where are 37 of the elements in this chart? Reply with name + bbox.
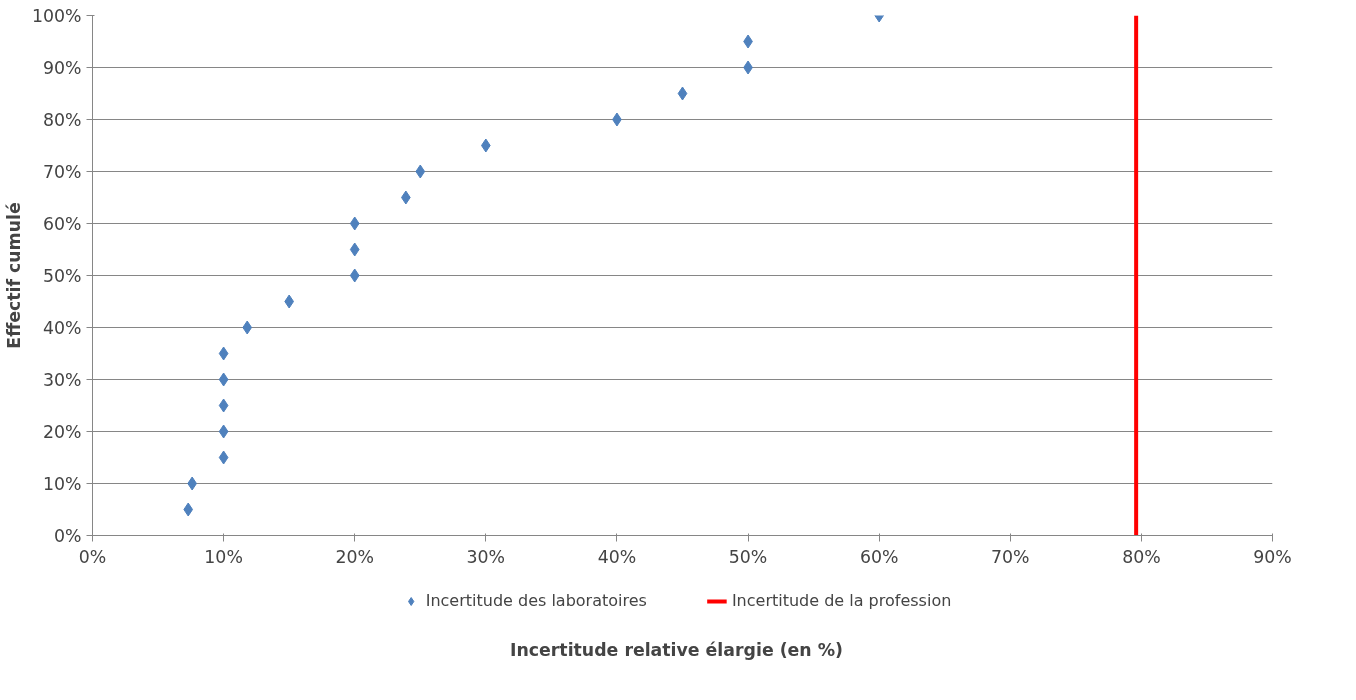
- x-tick-label: 10%: [204, 546, 243, 567]
- point: [218, 398, 229, 413]
- x-tick-label: 80%: [1122, 546, 1161, 567]
- x-tick-label: 50%: [728, 546, 768, 567]
- y-tick-label: 90%: [42, 57, 82, 78]
- x-tick-label: 30%: [466, 546, 506, 567]
- point: [183, 502, 194, 517]
- y-tick-label: 50%: [42, 265, 82, 286]
- y-tick-label: 0%: [54, 525, 82, 546]
- y-tick-label: 40%: [42, 317, 82, 338]
- y-tick-label: 80%: [42, 109, 82, 130]
- x-tick-label: 60%: [859, 546, 899, 567]
- point: [677, 86, 688, 101]
- legend-label: Incertitude de la profession: [731, 591, 952, 610]
- x-tick-label: 70%: [991, 546, 1030, 567]
- y-tick-label: 30%: [42, 369, 82, 390]
- x-axis-title: Incertitude relative élargie (en %): [510, 639, 843, 660]
- point: [349, 268, 360, 283]
- x-tick-label: 90%: [1253, 546, 1292, 567]
- x-tick-label: 20%: [335, 546, 374, 567]
- point: [242, 320, 253, 335]
- x-tick-label: 40%: [597, 546, 637, 567]
- y-axis-title: Effectif cumulé: [3, 202, 24, 349]
- point: [218, 346, 229, 361]
- x-tick-label: 0%: [78, 546, 107, 567]
- point: [349, 242, 360, 257]
- point: [415, 164, 426, 179]
- point: [349, 216, 360, 231]
- point: [218, 450, 229, 465]
- point: [218, 372, 229, 387]
- y-tick-label: 10%: [42, 473, 82, 494]
- y-tick-label: 60%: [42, 213, 82, 234]
- y-tick-label: 100%: [31, 5, 82, 26]
- legend-label: Incertitude des laboratoires: [425, 591, 647, 610]
- y-tick-label: 20%: [42, 421, 82, 442]
- point: [218, 424, 229, 439]
- y-tick-label: 70%: [42, 161, 82, 182]
